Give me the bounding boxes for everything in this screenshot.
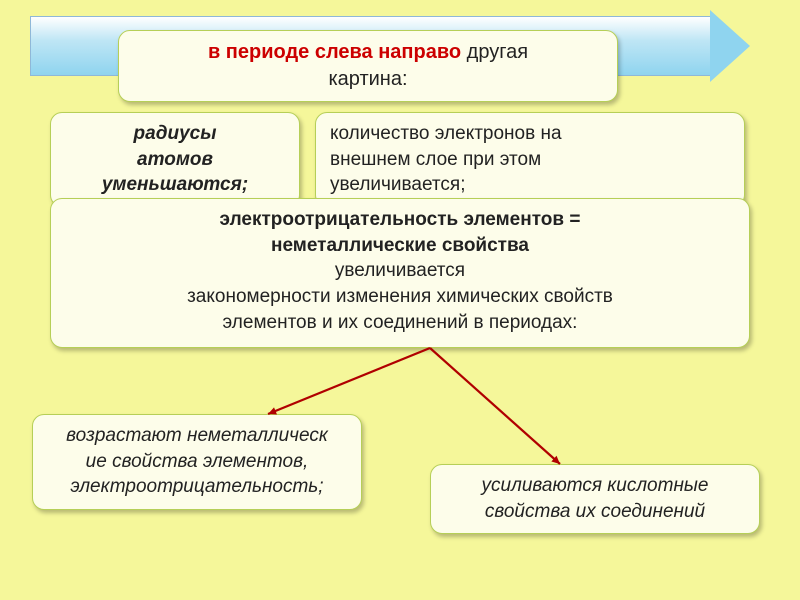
acidic-line-0: усиливаются кислотные (445, 473, 745, 499)
electroneg-line-1: неметаллические свойства (65, 233, 735, 259)
acidic-line-1: свойства их соединений (445, 499, 745, 525)
nonmetal-line-0: возрастают неметаллическ (47, 423, 347, 449)
radii-box: радиусы атомов уменьшаются; (50, 112, 300, 207)
radii-line-0: радиусы (65, 121, 285, 147)
nonmetal-line-1: ие свойства элементов, (47, 449, 347, 475)
electronegativity-box: электроотрицательность элементов = немет… (50, 198, 750, 348)
electrons-line-1: внешнем слое при этом (330, 147, 730, 173)
nonmetal-line-2: электроотрицательность; (47, 474, 347, 500)
electroneg-line-4: элементов и их соединений в периодах: (65, 310, 735, 336)
electroneg-line-2: увеличивается (65, 258, 735, 284)
title-box: в периоде слева направо другая картина: (118, 30, 618, 102)
electrons-line-0: количество электронов на (330, 121, 730, 147)
electroneg-line-0: электроотрицательность элементов = (65, 207, 735, 233)
electrons-box: количество электронов на внешнем слое пр… (315, 112, 745, 207)
nonmetal-box: возрастают неметаллическ ие свойства эле… (32, 414, 362, 510)
electrons-line-2: увеличивается; (330, 172, 730, 198)
electroneg-line-3: закономерности изменения химических свой… (65, 284, 735, 310)
title-segment-rest: другая (461, 41, 528, 63)
title-segment-bold: в периоде слева направо (208, 41, 461, 63)
title-line2: картина: (133, 66, 603, 93)
radii-line-2: уменьшаются; (65, 172, 285, 198)
radii-line-1: атомов (65, 147, 285, 173)
acidic-box: усиливаются кислотные свойства их соедин… (430, 464, 760, 534)
